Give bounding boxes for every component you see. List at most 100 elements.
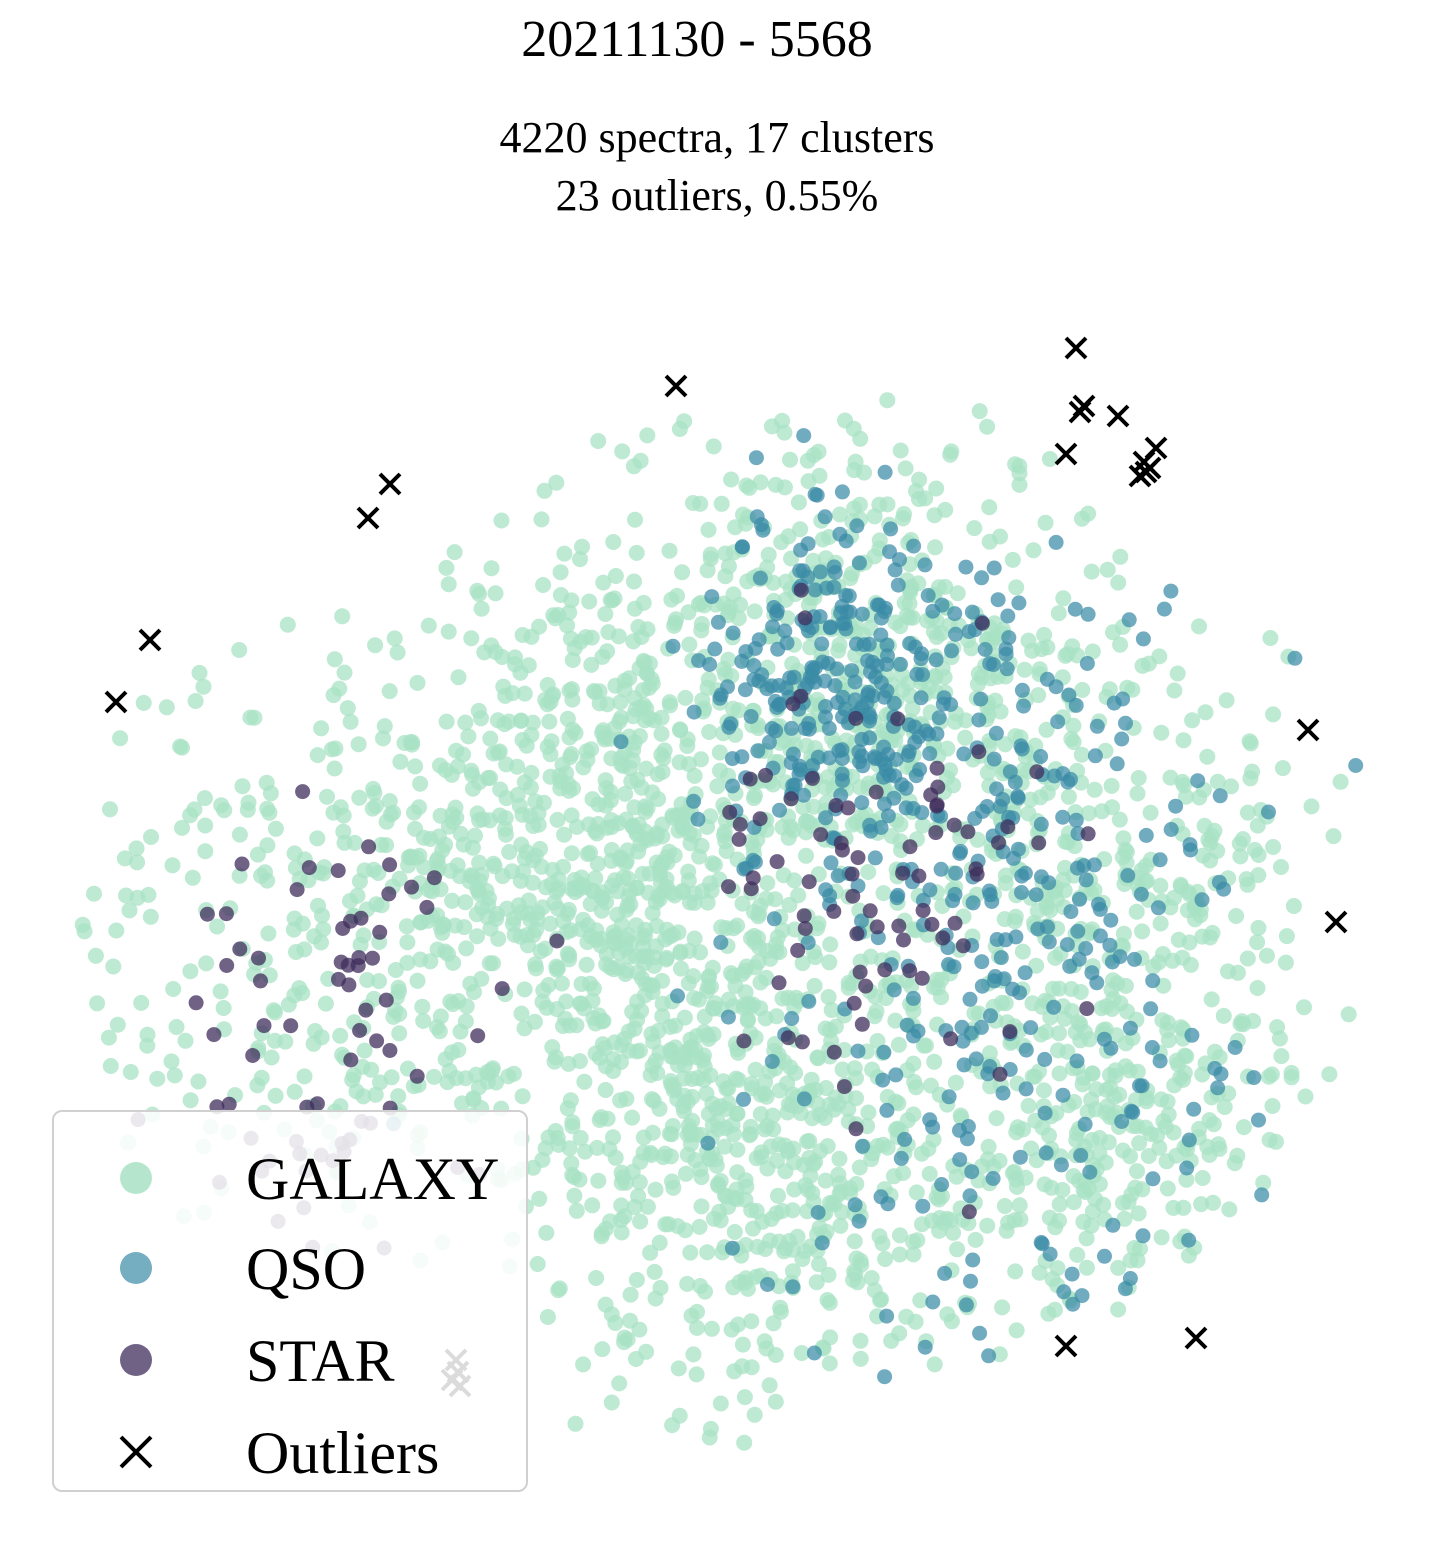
qso-point [1145,973,1161,989]
galaxy-point [1159,1014,1176,1031]
galaxy-point [747,1061,764,1078]
galaxy-point [352,936,369,953]
galaxy-point [363,1061,380,1078]
star-point [251,950,266,966]
galaxy-point [1115,830,1132,847]
galaxy-point [1022,791,1039,808]
star-point [797,921,813,936]
qso-point [902,636,918,651]
galaxy-point [1175,732,1192,749]
qso-point [879,1102,895,1118]
galaxy-point [1098,998,1115,1015]
star-point [549,933,565,949]
galaxy-point [618,1090,635,1107]
qso-point [700,1135,716,1151]
galaxy-point [729,1105,746,1122]
qso-point [925,603,941,619]
galaxy-point [971,403,988,420]
outlier-point [1134,460,1158,484]
galaxy-point [716,1138,733,1155]
galaxy-point [280,996,297,1013]
qso-point [989,932,1005,947]
qso-point [877,1369,893,1385]
qso-point [1046,999,1062,1015]
galaxy-point [765,1121,782,1138]
star-point [343,913,358,929]
outlier-point [1106,404,1130,428]
galaxy-point [561,1140,578,1157]
galaxy-point [149,1070,166,1087]
qso-point [952,1152,968,1168]
galaxy-point [212,983,229,1000]
galaxy-point [1051,1065,1068,1082]
galaxy-point [1088,1081,1105,1098]
galaxy-point [458,940,475,957]
galaxy-point [1065,1168,1082,1185]
star-point [869,919,885,935]
galaxy-point [576,1073,593,1090]
galaxy-point [685,1346,702,1363]
galaxy-point [736,1389,753,1406]
qso-point [792,563,808,579]
galaxy-point [555,858,572,875]
qso-point [1053,1157,1069,1173]
galaxy-point [501,844,518,860]
galaxy-point [523,726,540,743]
galaxy-point [350,736,367,753]
galaxy-point [928,480,945,497]
galaxy-point [952,1107,969,1124]
galaxy-point [516,685,533,702]
outlier-point [1054,1334,1078,1358]
galaxy-point [76,923,93,940]
chart-title: 20211130 - 5568 [521,11,873,68]
galaxy-point [1229,964,1246,981]
galaxy-point [105,958,122,975]
galaxy-point [644,1124,661,1141]
qso-point [963,1273,978,1289]
galaxy-point [1277,954,1294,971]
galaxy-point [814,531,831,548]
galaxy-point [633,1002,650,1019]
star-point [929,760,945,776]
galaxy-point [891,1325,908,1342]
galaxy-point [415,1012,432,1029]
galaxy-point [385,1008,402,1025]
galaxy-point [438,559,455,576]
galaxy-point [1007,908,1024,925]
qso-point [1062,958,1078,974]
galaxy-point [432,1008,449,1025]
galaxy-point [706,856,723,873]
qso-point [973,1019,989,1035]
galaxy-point [1191,618,1207,635]
galaxy-point [684,1071,701,1087]
galaxy-point [713,919,730,936]
galaxy-point [1024,1068,1041,1085]
galaxy-point [549,811,566,828]
qso-point [965,1252,981,1268]
galaxy-point [516,850,533,867]
galaxy-point [605,1129,621,1146]
galaxy-point [558,924,575,940]
qso-point [945,893,961,909]
galaxy-point [678,1165,694,1182]
galaxy-point [1235,831,1251,848]
galaxy-point [1083,1217,1100,1234]
galaxy-point [594,1341,611,1358]
galaxy-point [432,757,448,774]
qso-point [821,750,837,766]
star-point [805,770,820,786]
qso-point [851,1213,867,1229]
qso-point [1064,1266,1080,1282]
galaxy-point [296,941,313,958]
qso-point [837,701,853,717]
galaxy-point [432,919,449,936]
galaxy-point [559,1100,576,1117]
qso-point [759,681,775,697]
qso-point [1011,595,1027,611]
galaxy-point [945,777,962,794]
star-point [877,962,893,978]
galaxy-point [894,681,911,698]
galaxy-point [693,622,710,639]
galaxy-point [712,762,728,779]
galaxy-point [851,1159,868,1176]
